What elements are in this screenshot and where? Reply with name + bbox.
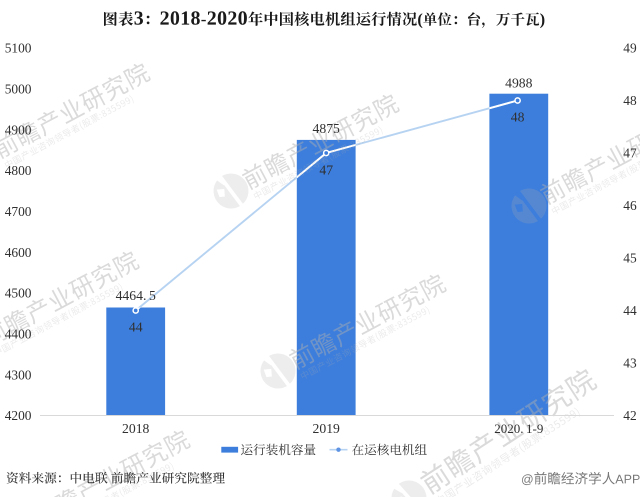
svg-text:48: 48 — [623, 93, 637, 108]
svg-text:4875: 4875 — [313, 121, 341, 136]
svg-text:4500: 4500 — [5, 286, 32, 301]
svg-text:4200: 4200 — [5, 408, 32, 423]
svg-text:43: 43 — [623, 356, 637, 371]
svg-text:4988: 4988 — [505, 76, 533, 91]
svg-text:4300: 4300 — [5, 367, 32, 382]
svg-text:5100: 5100 — [5, 41, 32, 56]
svg-text:48: 48 — [511, 110, 525, 125]
svg-text:45: 45 — [623, 251, 637, 266]
svg-text:2018: 2018 — [122, 421, 150, 436]
svg-text:4400: 4400 — [5, 326, 32, 341]
svg-text:2019: 2019 — [313, 421, 341, 436]
svg-text:44: 44 — [623, 303, 637, 318]
svg-text:4800: 4800 — [5, 163, 32, 178]
svg-text:4600: 4600 — [5, 245, 32, 260]
svg-text:49: 49 — [623, 41, 637, 56]
svg-text:4464.5: 4464. 5 — [116, 288, 156, 303]
svg-text:47: 47 — [623, 146, 637, 161]
svg-text:42: 42 — [623, 408, 636, 423]
svg-text:46: 46 — [623, 198, 637, 213]
svg-text:44: 44 — [129, 320, 143, 335]
svg-text:4900: 4900 — [5, 122, 32, 137]
svg-text:5000: 5000 — [5, 81, 32, 96]
svg-text:2020.1-9: 2020. 1-9 — [494, 421, 543, 436]
svg-text:47: 47 — [319, 162, 333, 177]
svg-text:4700: 4700 — [5, 204, 32, 219]
